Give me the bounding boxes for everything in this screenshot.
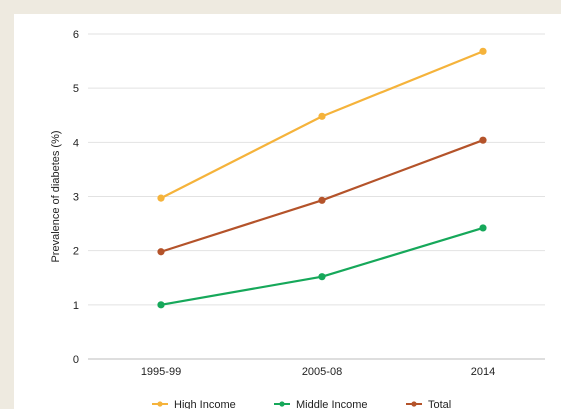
y-tick-label: 6 [73, 29, 79, 41]
data-point-high-income [318, 112, 326, 120]
series-line-total [160, 139, 484, 253]
data-point-middle-income [157, 301, 165, 309]
legend-marker-middle-income [279, 401, 285, 407]
y-tick-label: 0 [73, 354, 79, 366]
legend-label-high-income: High Income [174, 399, 236, 409]
data-point-middle-income [479, 224, 487, 232]
data-point-total [157, 248, 165, 256]
y-tick-label: 3 [73, 192, 79, 204]
data-point-middle-income [318, 273, 326, 281]
series-line-high-income [160, 50, 484, 200]
series-lines [157, 47, 487, 309]
data-point-total [318, 196, 326, 204]
legend-label-total: Total [428, 399, 451, 409]
y-tick-label: 2 [73, 246, 79, 258]
x-tick-labels: 1995-99 2005-08 2014 [141, 366, 495, 378]
legend-marker-high-income [157, 401, 163, 407]
series-line-middle-income [160, 226, 484, 306]
legend-label-middle-income: Middle Income [296, 399, 368, 409]
y-tick-label: 1 [73, 300, 79, 312]
gridlines [88, 33, 545, 360]
x-tick-label: 2005-08 [302, 366, 342, 378]
y-tick-label: 4 [73, 137, 79, 149]
data-point-total [479, 136, 487, 144]
data-point-high-income [157, 194, 165, 202]
x-tick-label: 1995-99 [141, 366, 181, 378]
x-tick-label: 2014 [471, 366, 495, 378]
data-point-high-income [479, 47, 487, 55]
legend: High Income Middle Income Total [152, 399, 451, 409]
legend-marker-total [411, 401, 417, 407]
y-tick-labels: 0 1 2 3 4 5 6 [73, 29, 79, 366]
y-axis-title: Prevalence of diabetes (%) [50, 130, 62, 262]
y-tick-label: 5 [73, 83, 79, 95]
